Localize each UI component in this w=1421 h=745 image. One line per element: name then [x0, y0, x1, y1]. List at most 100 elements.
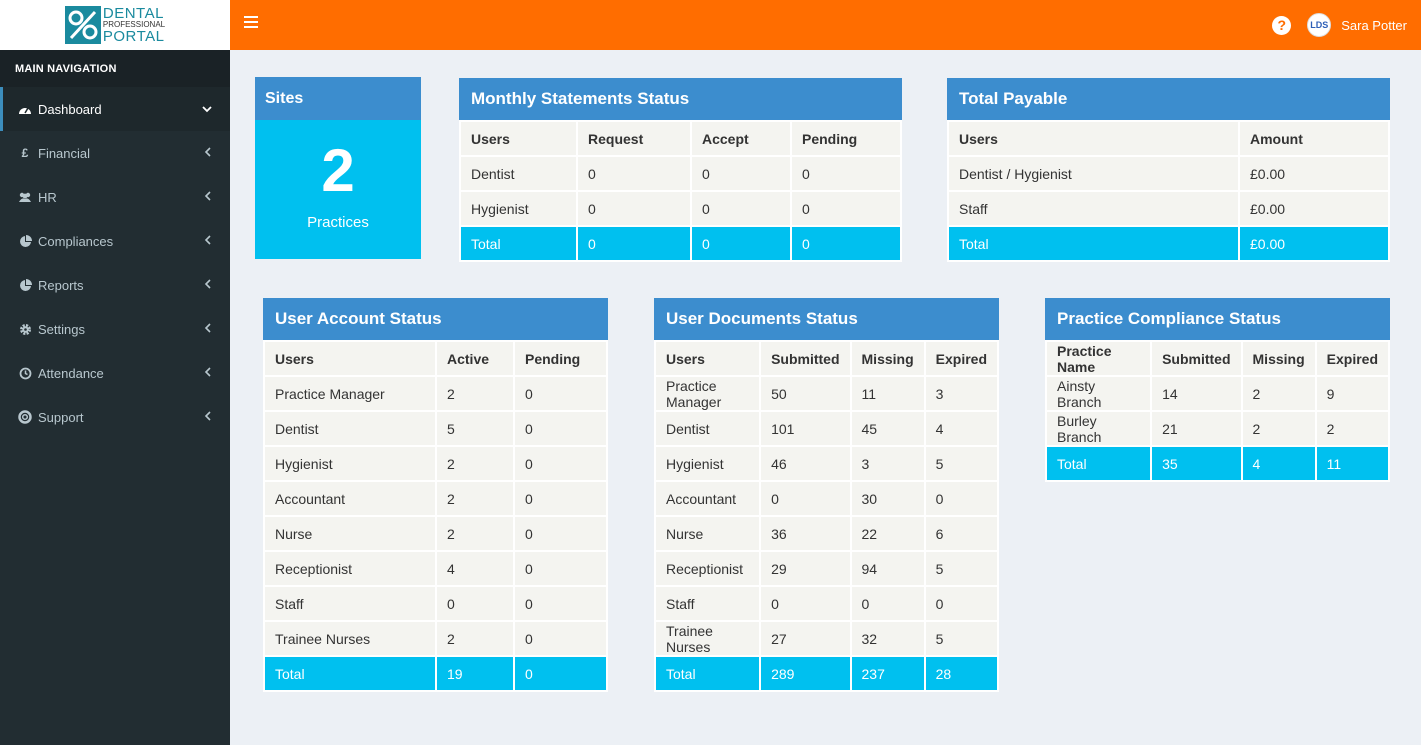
- sidebar-item-dashboard[interactable]: Dashboard: [0, 87, 230, 131]
- sites-count: 2: [321, 137, 355, 204]
- table-cell: 27: [761, 622, 850, 655]
- table-cell: 50: [761, 377, 850, 410]
- table-row: Staff £0.00: [949, 192, 1388, 225]
- table-cell: 28: [925, 657, 997, 690]
- table-cell: 5: [925, 447, 997, 480]
- user-name[interactable]: Sara Potter: [1341, 17, 1407, 33]
- dashboard-icon: [18, 102, 32, 116]
- total-row: Total £0.00: [949, 227, 1388, 260]
- logo-text: DENTAL PROFESSIONAL PORTAL: [103, 6, 165, 44]
- table-cell: 4: [925, 412, 997, 445]
- table-cell: Nurse: [656, 517, 760, 550]
- practice-compliance-status-panel: Practice Compliance Status Practice Name…: [1045, 298, 1390, 482]
- monthly-statements-panel: Monthly Statements Status Users Request …: [459, 78, 902, 262]
- column-header: Expired: [925, 342, 997, 375]
- table-cell: Nurse: [265, 517, 435, 550]
- column-header: Practice Name: [1047, 342, 1151, 375]
- table-cell: Practice Manager: [265, 377, 435, 410]
- table-cell: Hygienist: [656, 447, 760, 480]
- table-cell: Burley Branch: [1047, 412, 1151, 445]
- table-cell: 2: [1242, 412, 1315, 445]
- sites-label: Practices: [307, 214, 369, 231]
- column-header: Pending: [515, 342, 606, 375]
- table-cell: 3: [925, 377, 997, 410]
- table-cell: Hygienist: [265, 447, 435, 480]
- sidebar-heading: MAIN NAVIGATION: [0, 50, 230, 87]
- table-cell: 0: [515, 517, 606, 550]
- table-cell: 0: [761, 482, 850, 515]
- table-cell: 9: [1316, 377, 1388, 410]
- table-cell: 30: [851, 482, 924, 515]
- table-cell: 0: [761, 587, 850, 620]
- total-row: Total 0 0 0: [461, 227, 900, 260]
- table-cell: Dentist / Hygienist: [949, 157, 1238, 190]
- menu-toggle-icon[interactable]: [244, 16, 258, 30]
- column-header: Submitted: [1152, 342, 1241, 375]
- table-cell: 35: [1152, 447, 1241, 480]
- table-cell: 6: [925, 517, 997, 550]
- sidebar-item-hr[interactable]: HR: [0, 175, 230, 219]
- table-cell: 0: [515, 552, 606, 585]
- users-icon: [18, 190, 32, 204]
- logo[interactable]: DENTAL PROFESSIONAL PORTAL: [0, 0, 230, 50]
- table-cell: 5: [925, 552, 997, 585]
- table-row: Hygienist 2 0: [265, 447, 606, 480]
- table-row: Dentist 101 45 4: [656, 412, 997, 445]
- column-header: Users: [949, 122, 1238, 155]
- sites-title: Sites: [255, 77, 421, 120]
- column-header: Users: [656, 342, 760, 375]
- table-cell: 0: [578, 227, 690, 260]
- table-cell: 32: [851, 622, 924, 655]
- user-documents-status-panel: User Documents Status Users Submitted Mi…: [654, 298, 999, 692]
- table-row: Nurse 36 22 6: [656, 517, 997, 550]
- life-ring-icon: [18, 410, 32, 424]
- pound-icon: £: [21, 146, 29, 160]
- logo-line-3: PORTAL: [102, 28, 165, 45]
- sidebar-item-label: Attendance: [38, 365, 104, 381]
- sidebar-item-attendance[interactable]: Attendance: [0, 351, 230, 395]
- table-header-row: Users Submitted Missing Expired: [656, 342, 997, 375]
- table-cell: 2: [437, 622, 513, 655]
- panel-title: Monthly Statements Status: [459, 78, 902, 120]
- sidebar-item-support[interactable]: Support: [0, 395, 230, 439]
- panel-title: User Account Status: [263, 298, 608, 340]
- chevron-left-icon: [204, 234, 212, 248]
- table-cell: 0: [792, 192, 900, 225]
- total-row: Total 35 4 11: [1047, 447, 1388, 480]
- help-icon[interactable]: ?: [1272, 15, 1292, 35]
- table-cell: 0: [578, 192, 690, 225]
- top-navbar: ? LDS Sara Potter: [230, 0, 1421, 50]
- table-cell: 5: [925, 622, 997, 655]
- sidebar-item-label: Support: [38, 409, 84, 425]
- table-cell: 0: [515, 657, 606, 690]
- table-row: Practice Manager 2 0: [265, 377, 606, 410]
- sidebar-item-reports[interactable]: Reports: [0, 263, 230, 307]
- avatar[interactable]: LDS: [1307, 13, 1332, 37]
- table-row: Accountant 2 0: [265, 482, 606, 515]
- table-cell: 0: [792, 157, 900, 190]
- sidebar-item-financial[interactable]: £ Financial: [0, 131, 230, 175]
- table-cell: Total: [656, 657, 760, 690]
- sidebar-item-settings[interactable]: Settings: [0, 307, 230, 351]
- sidebar-item-compliances[interactable]: Compliances: [0, 219, 230, 263]
- user-account-table: Users Active Pending Practice Manager 2 0 …: [263, 340, 608, 692]
- table-cell: Ainsty Branch: [1047, 377, 1151, 410]
- column-header: Amount: [1240, 122, 1388, 155]
- panel-title: Practice Compliance Status: [1045, 298, 1390, 340]
- table-cell: Staff: [265, 587, 435, 620]
- table-cell: Receptionist: [265, 552, 435, 585]
- table-cell: 289: [761, 657, 850, 690]
- table-cell: 0: [925, 482, 997, 515]
- column-header: Missing: [1242, 342, 1315, 375]
- table-header-row: Practice Name Submitted Missing Expired: [1047, 342, 1388, 375]
- logo-line-1: DENTAL: [102, 5, 164, 22]
- table-cell: Total: [1047, 447, 1151, 480]
- table-cell: Dentist: [265, 412, 435, 445]
- table-cell: 45: [851, 412, 924, 445]
- table-cell: Trainee Nurses: [265, 622, 435, 655]
- table-row: Nurse 2 0: [265, 517, 606, 550]
- table-row: Dentist 0 0 0: [461, 157, 900, 190]
- portal-logo-icon: [64, 6, 101, 44]
- table-cell: 11: [851, 377, 924, 410]
- table-cell: 0: [692, 157, 790, 190]
